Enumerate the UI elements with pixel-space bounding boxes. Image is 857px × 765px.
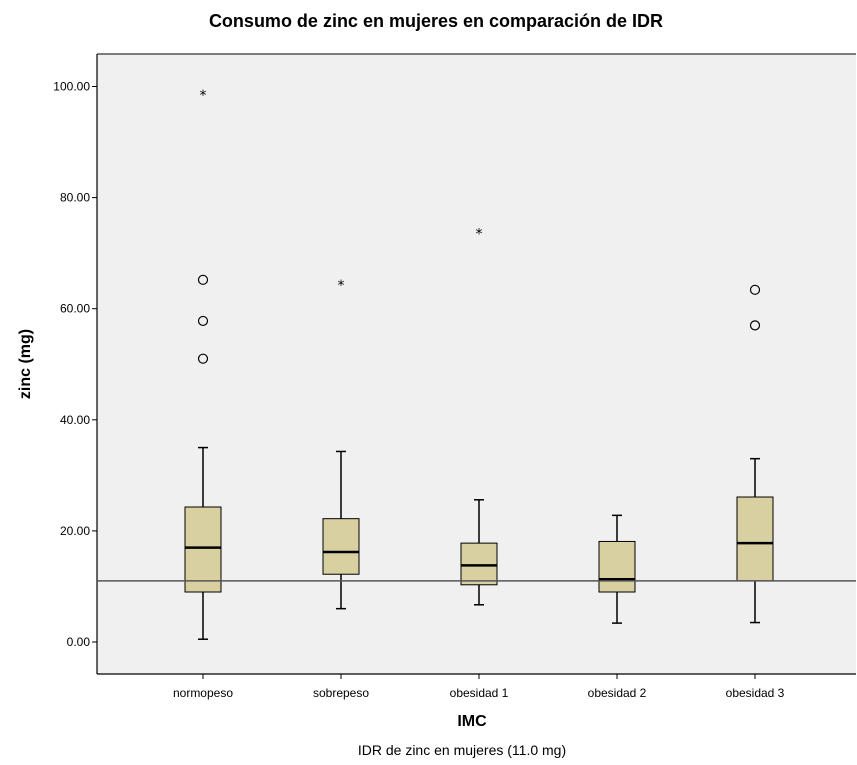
box: [598, 540, 636, 593]
x-axis: normopeso sobrepeso obesidad 1 obesidad 2 ob…: [173, 674, 785, 700]
chart-title: Consumo de zinc en mujeres en comparació…: [209, 11, 663, 31]
y-axis: 0.00 20.00 40.00 60.00 80.00 100.00: [53, 80, 97, 649]
box: [322, 518, 360, 575]
x-tick-label: obesidad 1: [450, 686, 509, 700]
box-group: [598, 514, 636, 624]
extreme-point: *: [338, 278, 345, 294]
x-tick-label: normopeso: [173, 686, 233, 700]
y-tick-label: 40.00: [60, 413, 90, 427]
box-group: *: [184, 88, 222, 640]
outlier-point: [197, 353, 209, 364]
box-group: *: [460, 227, 498, 606]
boxes: * * *: [184, 88, 774, 640]
box: [736, 496, 774, 582]
extreme-point: *: [476, 227, 483, 243]
x-tick-label: sobrepeso: [313, 686, 369, 700]
x-tick-label: obesidad 2: [588, 686, 647, 700]
y-tick-label: 0.00: [67, 635, 91, 649]
outlier-point: [749, 284, 761, 295]
outlier-point: [749, 320, 761, 331]
box: [460, 542, 498, 586]
x-tick-label: obesidad 3: [726, 686, 785, 700]
y-tick-label: 100.00: [53, 80, 90, 94]
box-group: [736, 284, 774, 624]
box-group: *: [322, 278, 360, 610]
y-tick-label: 20.00: [60, 524, 90, 538]
y-tick-label: 60.00: [60, 302, 90, 316]
outlier-point: [197, 315, 209, 327]
y-tick-label: 80.00: [60, 191, 90, 205]
outlier-point: [197, 274, 209, 285]
y-axis-title: zinc (mg): [17, 329, 34, 399]
box: [184, 506, 222, 593]
extreme-point: *: [200, 88, 207, 104]
chart-caption: IDR de zinc en mujeres (11.0 mg): [358, 742, 566, 758]
x-axis-title: IMC: [457, 713, 487, 730]
